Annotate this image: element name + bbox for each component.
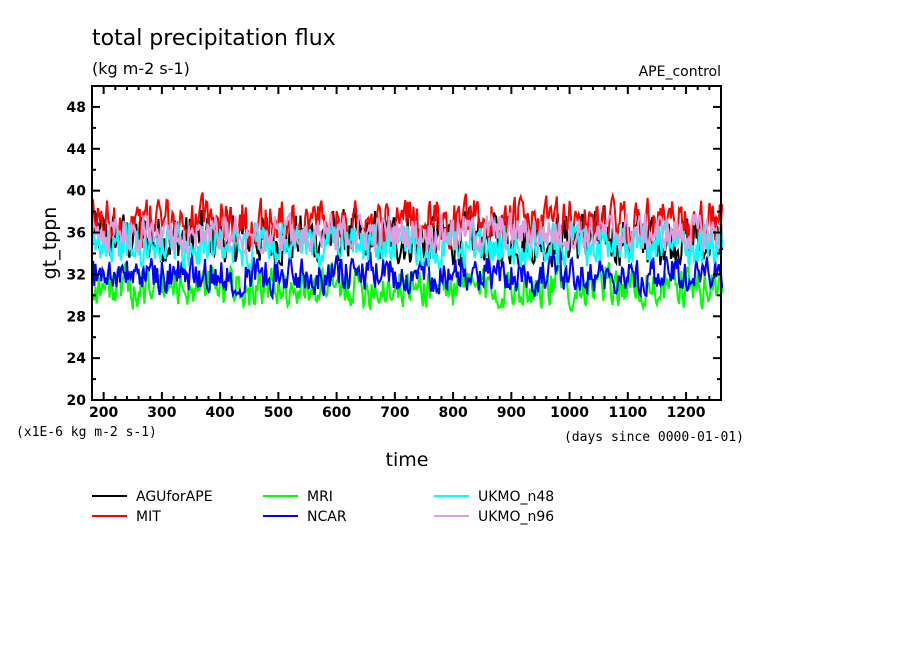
y-tick-label: 28 [67,309,86,325]
x-tick-label: 400 [206,405,235,421]
legend-label: NCAR [307,509,347,525]
legend-label: MIT [136,509,161,525]
legend-item-aguforape: AGUforAPE [92,489,213,505]
y-tick-label: 44 [67,142,87,158]
x-units-label: (days since 0000-01-01) [564,430,744,445]
x-tick-label: 700 [380,405,409,421]
chart-title: total precipitation flux [92,26,336,51]
series-layer [91,191,724,312]
x-tick-label: 1200 [667,405,706,421]
y-tick-label: 20 [67,393,87,409]
legend-label: MRI [307,489,333,505]
x-tick-label: 900 [497,405,526,421]
y-tick-label: 36 [67,226,86,242]
y-tick-label: 32 [67,267,86,283]
x-tick-label: 1000 [550,405,589,421]
x-axis-label: time [386,449,429,471]
legend-item-mri: MRI [263,489,333,505]
y-axis-label: gt_tppn [39,207,61,280]
x-tick-label: 800 [438,405,467,421]
legend-item-ncar: NCAR [263,509,347,525]
x-tick-label: 600 [322,405,351,421]
legend: AGUforAPE MIT MRI NCAR UKMO_n48 UKMO_n96 [92,489,554,525]
y-units-label: (x1E-6 kg m-2 s-1) [16,425,157,440]
series-line-ncar [91,251,724,301]
experiment-label: APE_control [639,64,721,80]
x-tick-label: 200 [89,405,118,421]
y-tick-label: 40 [67,184,87,200]
axes-layer: 200 300 400 500 600 700 800 900 1000 1100 1200 20 24… [67,85,722,421]
x-tick-label: 500 [264,405,293,421]
series-line-ukmo_n96 [91,212,724,257]
legend-item-ukmo_n48: UKMO_n48 [434,489,554,505]
legend-item-ukmo_n96: UKMO_n96 [434,509,554,525]
legend-label: UKMO_n96 [478,509,554,525]
legend-label: AGUforAPE [136,489,213,505]
legend-label: UKMO_n48 [478,489,554,505]
chart-subtitle: (kg m-2 s-1) [92,59,190,78]
legend-item-mit: MIT [92,509,161,525]
y-tick-label: 24 [67,351,87,367]
x-tick-label: 300 [147,405,176,421]
x-tick-label: 1100 [608,405,647,421]
y-tick-label: 48 [67,100,86,116]
